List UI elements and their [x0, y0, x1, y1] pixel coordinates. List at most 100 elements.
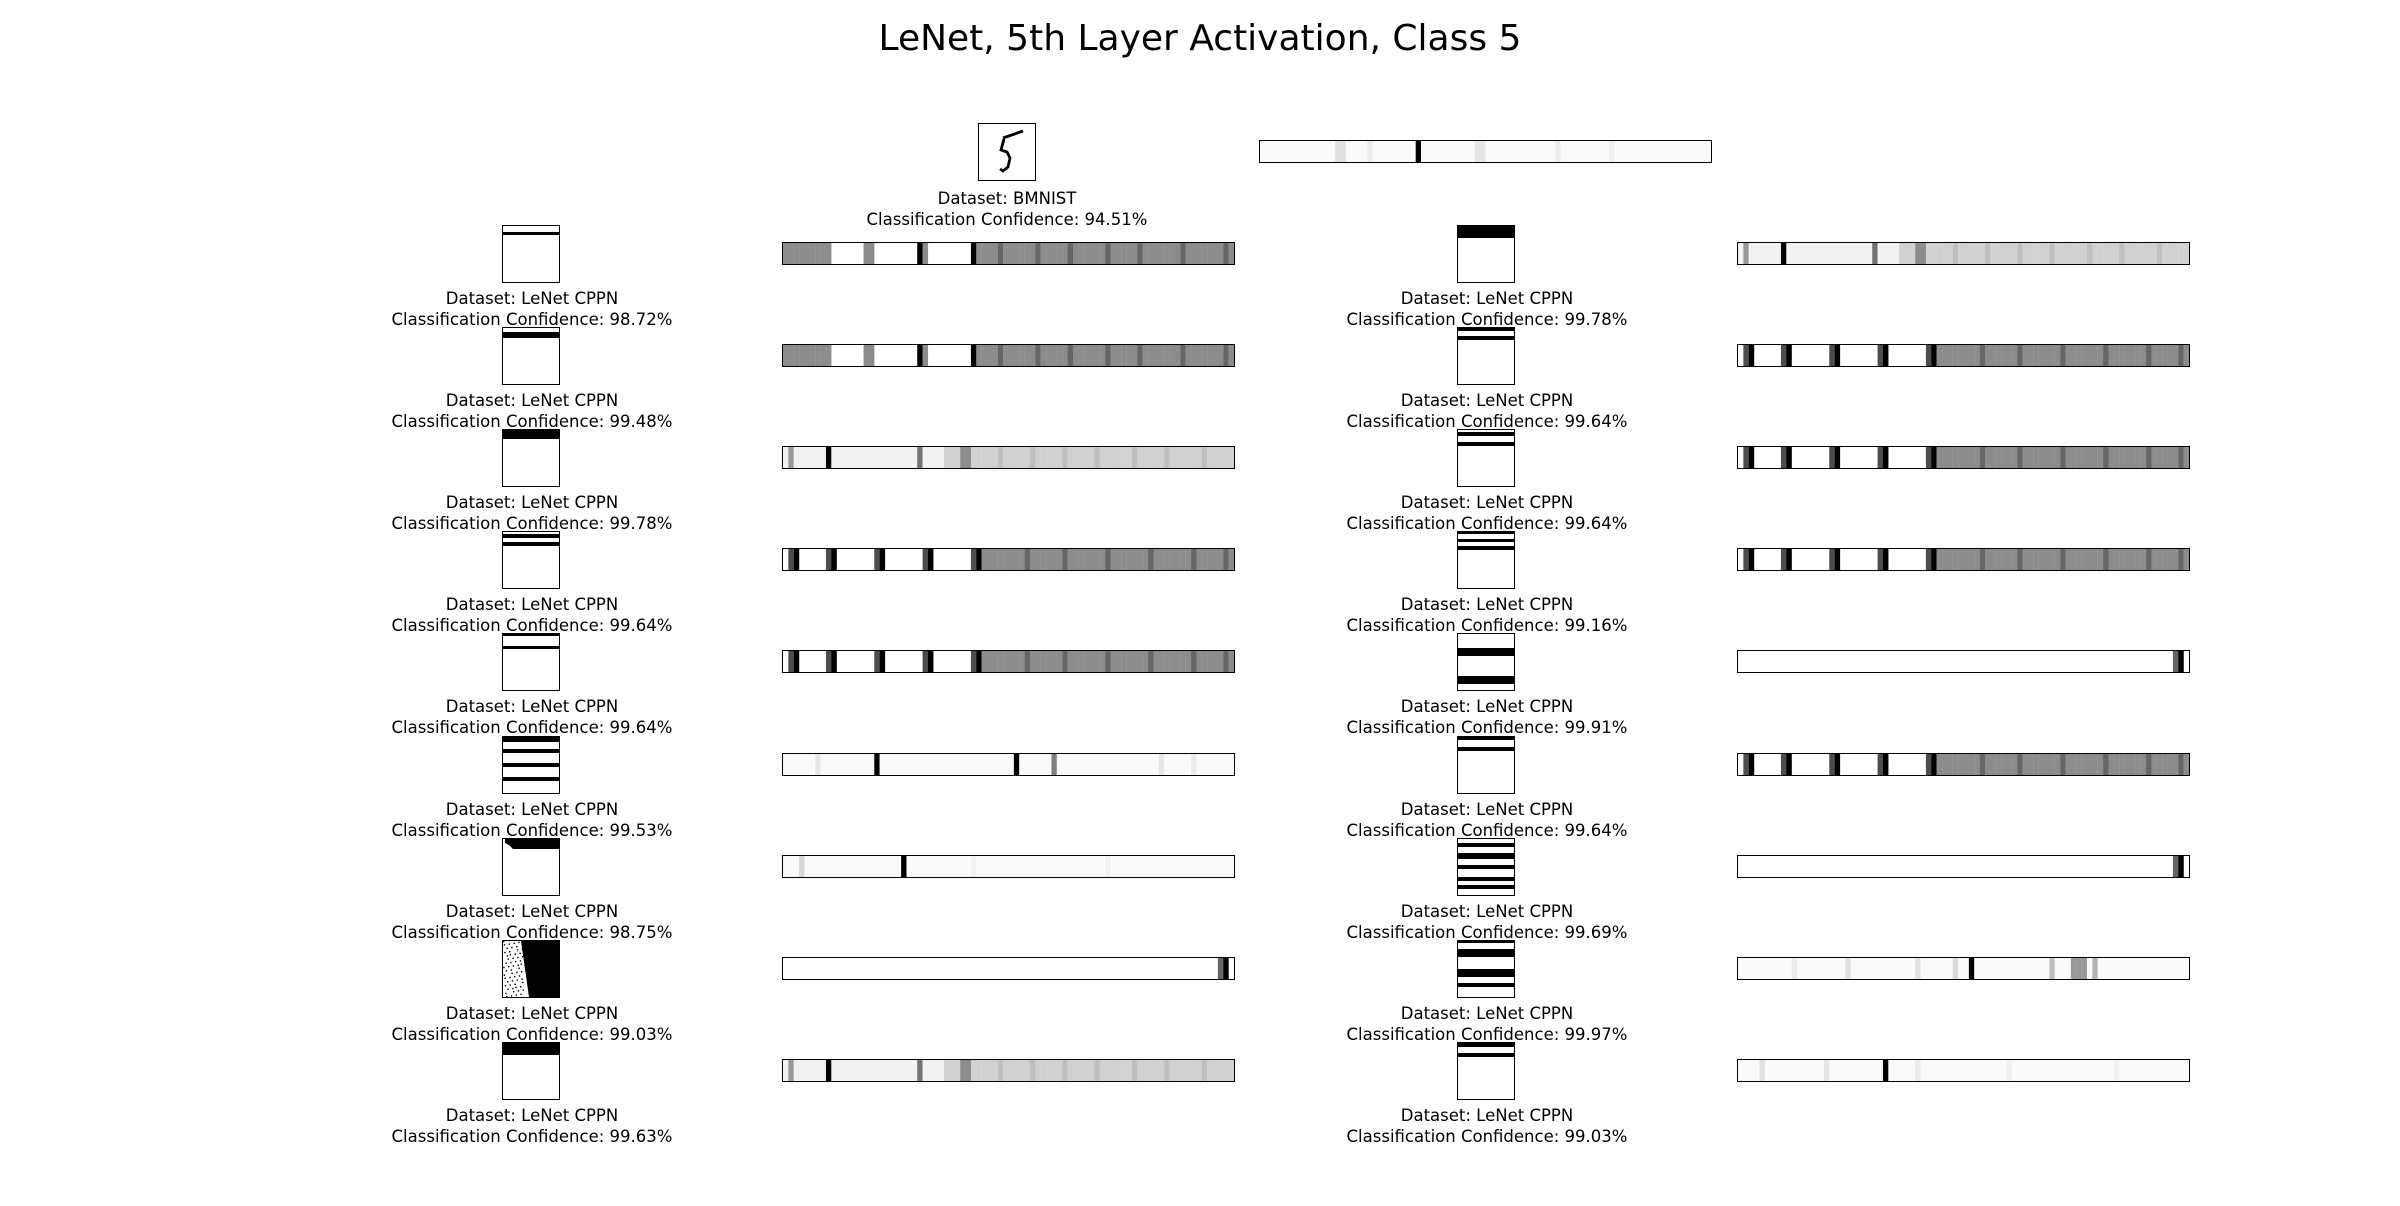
speckle-dot: [508, 943, 510, 945]
confidence-label: Classification Confidence: 99.48%: [391, 412, 673, 432]
activation-cell: [2070, 957, 2077, 979]
activation-cell: [820, 345, 827, 367]
activation-cell: [1158, 549, 1165, 571]
activation-cell: [1963, 447, 1969, 469]
dataset-label: Dataset: LeNet CPPN: [445, 799, 619, 819]
activation-cell: [1164, 447, 1170, 469]
activation-cell: [2151, 549, 2157, 571]
activation-cell: [1829, 957, 1835, 979]
activation-cell: [1212, 345, 1219, 367]
activation-cell: [2119, 243, 2125, 264]
activation-cell: [809, 243, 816, 264]
activation-cell: [960, 753, 966, 775]
reference-strip-cell: [1625, 141, 1631, 162]
reference-strip-cell: [1528, 141, 1534, 162]
activation-cell: [987, 753, 993, 775]
reference-strip-cell: [1694, 141, 1701, 162]
activation-cell: [987, 549, 993, 571]
activation-cell: [1158, 651, 1165, 673]
activation-cell: [1072, 243, 1079, 264]
activation-cell: [895, 1059, 902, 1081]
activation-cell: [1223, 243, 1229, 264]
activation-cell: [911, 447, 918, 469]
activation-cell: [997, 1059, 1004, 1081]
activation-cell: [1029, 753, 1036, 775]
activation-cell: [922, 1059, 929, 1081]
speckle-dot: [516, 979, 518, 981]
speckle-dot: [516, 945, 518, 948]
activation-cell: [960, 447, 966, 469]
activation-cell: [1126, 447, 1133, 469]
activation-cell: [1158, 855, 1165, 877]
activation-cell: [1882, 957, 1889, 979]
activation-cell: [1164, 855, 1170, 877]
activation-cell: [1046, 651, 1052, 673]
sample-image: [502, 531, 560, 590]
activation-cell: [1888, 243, 1894, 264]
reference-strip-cell: [1662, 141, 1669, 162]
activation-cell: [1818, 243, 1825, 264]
confidence-label: Classification Confidence: 99.64%: [391, 718, 673, 738]
activation-cell: [1029, 549, 1036, 571]
reference-strip-cell: [1592, 141, 1599, 162]
activation-cell: [2011, 549, 2018, 571]
activation-cell: [783, 753, 789, 775]
activation-strip: [782, 344, 1235, 368]
activation-cell: [1207, 345, 1213, 367]
activation-cell: [2183, 753, 2189, 775]
activation-cell: [852, 855, 859, 877]
activation-cell: [997, 345, 1004, 367]
activation-cell: [1797, 1059, 1803, 1081]
speckle-dot: [505, 969, 508, 972]
activation-cell: [1164, 243, 1170, 264]
activation-cell: [1008, 651, 1014, 673]
speckle-dot: [521, 970, 523, 973]
sample-caption: Dataset: LeNet CPPN Classification Confid…: [1247, 1105, 1727, 1147]
activation-cell: [1013, 345, 1020, 367]
activation-cell: [933, 753, 939, 775]
activation-cell: [1191, 243, 1197, 264]
activation-cell: [825, 651, 832, 673]
speckle-dot: [509, 976, 511, 978]
activation-cell: [1121, 549, 1127, 571]
activation-cell: [997, 651, 1004, 673]
activation-cell: [1738, 1059, 1744, 1081]
confidence-label: Classification Confidence: 99.03%: [391, 1024, 673, 1044]
speckle-dot: [519, 959, 522, 962]
activation-cell: [2119, 957, 2125, 979]
activation-cell: [1110, 243, 1116, 264]
activation-cell: [825, 243, 832, 264]
activation-cell: [1062, 447, 1068, 469]
activation-cell: [2006, 957, 2012, 979]
activation-cell: [1105, 345, 1111, 367]
activation-cell: [2065, 447, 2071, 469]
activation-cell: [890, 753, 896, 775]
activation-cell: [799, 1059, 805, 1081]
activation-cell: [1947, 753, 1953, 775]
activation-cell: [1094, 753, 1100, 775]
sample-caption: Dataset: LeNet CPPN Classification Confid…: [292, 799, 772, 841]
speckle-dot: [521, 978, 523, 980]
activation-cell: [954, 855, 961, 877]
sample-caption: Dataset: LeNet CPPN Classification Confid…: [292, 288, 772, 330]
sample-image: [1457, 1041, 1515, 1100]
activation-cell: [1040, 345, 1047, 367]
activation-cell: [1196, 243, 1202, 264]
reference-strip-cell: [1292, 141, 1298, 162]
activation-cell: [879, 855, 886, 877]
reference-strip-cell: [1700, 141, 1706, 162]
activation-cell: [1148, 651, 1154, 673]
reference-strip-cell: [1297, 141, 1304, 162]
activation-cell: [1780, 1059, 1787, 1081]
activation-cell: [1191, 447, 1197, 469]
confidence-label: Classification Confidence: 99.64%: [1346, 514, 1628, 534]
speckle-dot: [505, 962, 507, 964]
activation-cell: [1748, 753, 1755, 775]
activation-cell: [2001, 549, 2007, 571]
activation-cell: [1062, 549, 1068, 571]
activation-cell: [2167, 243, 2174, 264]
activation-cell: [2054, 243, 2061, 264]
confidence-label: Classification Confidence: 99.69%: [1346, 922, 1628, 942]
activation-cell: [1748, 1059, 1755, 1081]
activation-cell: [847, 447, 853, 469]
